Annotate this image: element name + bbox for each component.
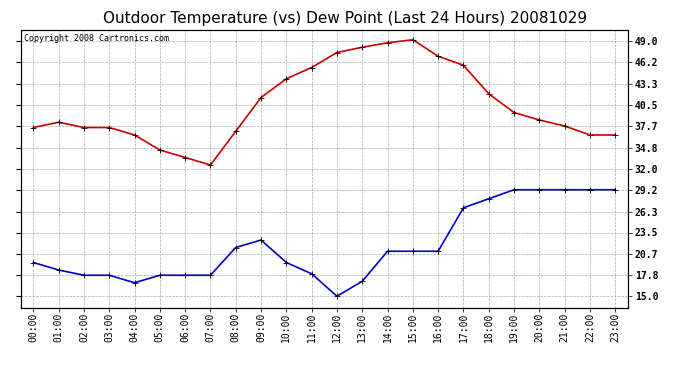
Text: Outdoor Temperature (vs) Dew Point (Last 24 Hours) 20081029: Outdoor Temperature (vs) Dew Point (Last… [103, 11, 587, 26]
Text: Copyright 2008 Cartronics.com: Copyright 2008 Cartronics.com [23, 34, 169, 43]
